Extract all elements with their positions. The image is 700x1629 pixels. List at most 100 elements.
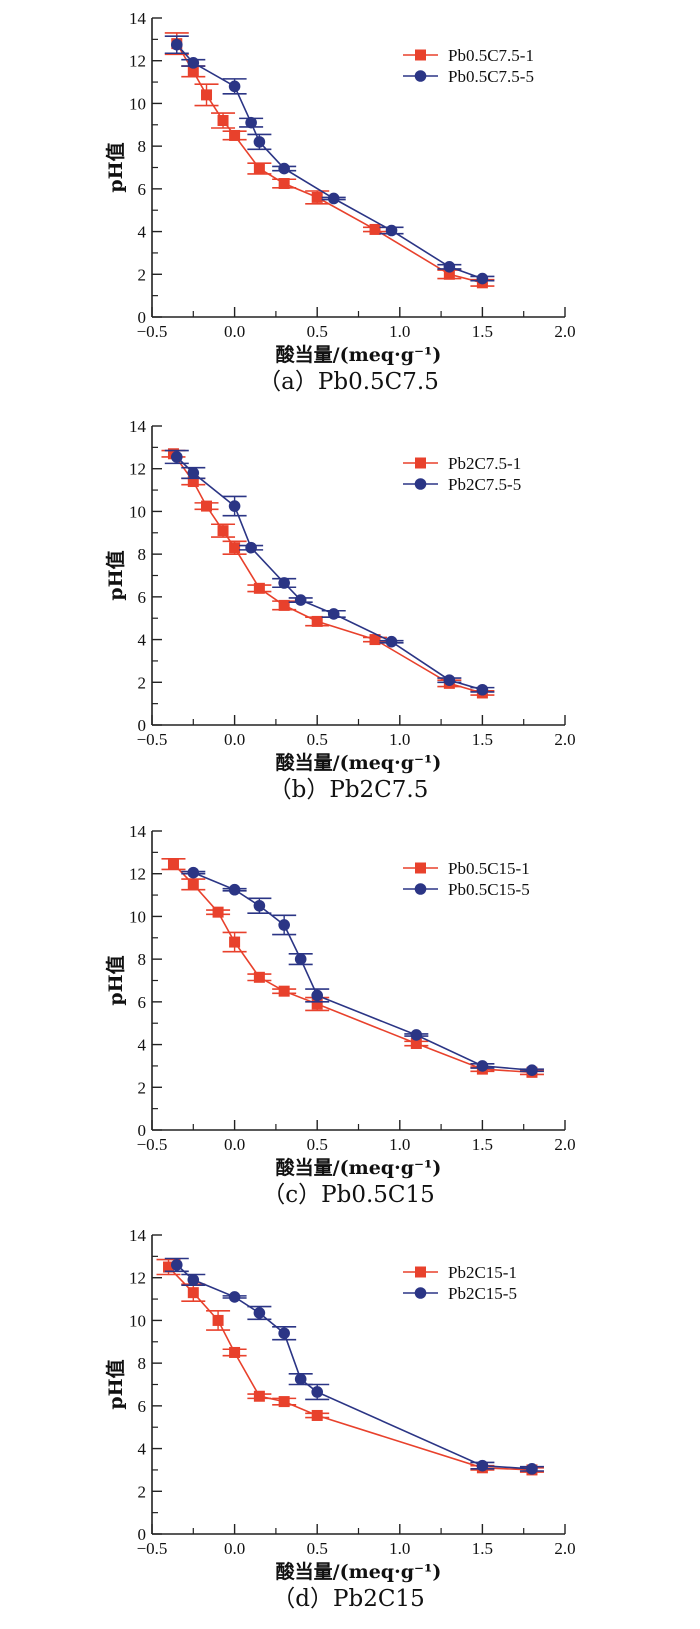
legend-marker-circle [414,883,427,895]
data-point-circle [294,953,307,965]
data-point-circle [253,1307,266,1319]
legend-item: Pb0.5C15-1 [403,859,530,878]
series-1 [156,1258,544,1476]
data-point-circle [385,224,398,237]
data-point-circle [385,635,398,648]
legend-item: Pb2C7.5-5 [403,475,521,494]
data-point-square [369,223,381,235]
data-point-circle [253,899,266,912]
legend: Pb0.5C15-1 Pb0.5C15-5 [403,859,530,899]
x-tick-label: 2.0 [554,730,575,749]
data-point-square [212,906,224,918]
data-point-circle [187,866,200,879]
y-tick-label: 2 [138,1482,147,1501]
legend: Pb2C7.5-1 Pb2C7.5-5 [403,454,521,494]
data-point-square [187,1287,199,1299]
x-tick-label: 0.5 [307,730,328,749]
y-tick-label: 14 [129,9,147,28]
data-point-square [201,500,213,512]
series-line [176,456,483,691]
data-point-circle [311,989,324,1002]
y-axis-label: pH值 [104,550,127,600]
data-point-square [229,129,241,141]
data-point-square [229,936,241,948]
legend-item: Pb0.5C15-5 [403,880,530,899]
data-point-circle [187,467,200,479]
data-point-circle [526,1463,538,1475]
data-point-circle [327,608,340,620]
data-point-circle [170,38,183,51]
data-point-square [212,1314,224,1326]
y-tick-label: 6 [138,1397,147,1416]
data-point-square [311,191,323,203]
x-tick-label: 1.0 [389,1135,410,1154]
y-tick-label: 10 [129,502,146,521]
y-tick-label: 0 [138,1525,147,1544]
y-axis-label: pH值 [104,955,127,1005]
y-tick-label: 14 [129,417,147,436]
legend-marker-circle [414,70,427,82]
x-axis-label: 酸当量/(meq·g⁻¹) [276,1560,442,1583]
data-point-square [278,178,290,190]
legend-label: Pb2C15-5 [448,1284,517,1303]
data-point-square [278,1396,290,1408]
x-tick-label: 0.0 [224,730,245,749]
data-point-circle [170,451,183,463]
data-point-square [278,985,290,997]
data-point-square [278,599,290,611]
data-point-square [229,542,241,554]
data-point-circle [311,1386,324,1398]
data-point-circle [228,80,241,93]
x-axis-label: 酸当量/(meq·g⁻¹) [276,1156,442,1179]
data-point-circle [228,883,241,896]
y-tick-label: 0 [138,716,147,735]
legend-label: Pb0.5C7.5-1 [448,46,534,65]
y-tick-label: 6 [138,180,147,199]
x-tick-label: 0.0 [224,1135,245,1154]
data-point-square [311,615,323,627]
y-tick-label: 2 [138,673,147,692]
x-tick-label: 0.0 [224,322,245,341]
data-point-circle [443,261,456,273]
data-point-circle [294,594,307,606]
x-tick-label: 1.0 [389,1539,410,1558]
data-point-square [229,1346,241,1358]
x-tick-label: 2.0 [554,1135,575,1154]
y-tick-label: 0 [138,1121,147,1140]
y-tick-label: 10 [129,1311,146,1330]
data-point-square [253,582,265,594]
legend-item: Pb0.5C7.5-1 [403,46,534,65]
data-point-square [217,115,229,127]
y-tick-label: 6 [138,588,147,607]
legend-item: Pb2C7.5-1 [403,454,521,473]
x-axis-label: 酸当量/(meq·g⁻¹) [276,751,442,774]
data-point-square [311,998,323,1010]
x-tick-label: 1.5 [472,322,493,341]
legend-item: Pb0.5C7.5-5 [403,67,534,86]
x-tick-label: −0.5 [137,730,168,749]
data-point-square [187,878,199,890]
chart-caption: （c）Pb0.5C15 [262,1182,435,1208]
x-tick-label: 2.0 [554,1539,575,1558]
data-point-square [410,1038,422,1050]
data-point-circle [170,1259,183,1271]
series-2 [181,866,544,1076]
data-point-circle [476,272,489,285]
y-tick-label: 8 [138,137,147,156]
series-line [192,871,533,1071]
x-tick-label: 2.0 [554,322,575,341]
y-tick-label: 4 [138,1036,147,1055]
series-line [172,863,533,1074]
data-point-square [187,65,199,77]
legend-label: Pb0.5C15-1 [448,859,530,878]
chart-panel-c: −0.5 0.0 0.5 1.0 1.5 2.0 0 2 4 6 8 10 12 14 酸当量/(meq·g… [104,822,576,1208]
legend-label: Pb0.5C15-5 [448,880,530,899]
y-tick-label: 14 [129,1226,147,1245]
legend-label: Pb2C7.5-5 [448,475,521,494]
data-point-circle [187,57,200,69]
chart-caption: （d）Pb2C15 [272,1586,424,1612]
y-tick-label: 12 [129,52,146,71]
y-tick-label: 8 [138,545,147,564]
series-2 [164,35,495,285]
